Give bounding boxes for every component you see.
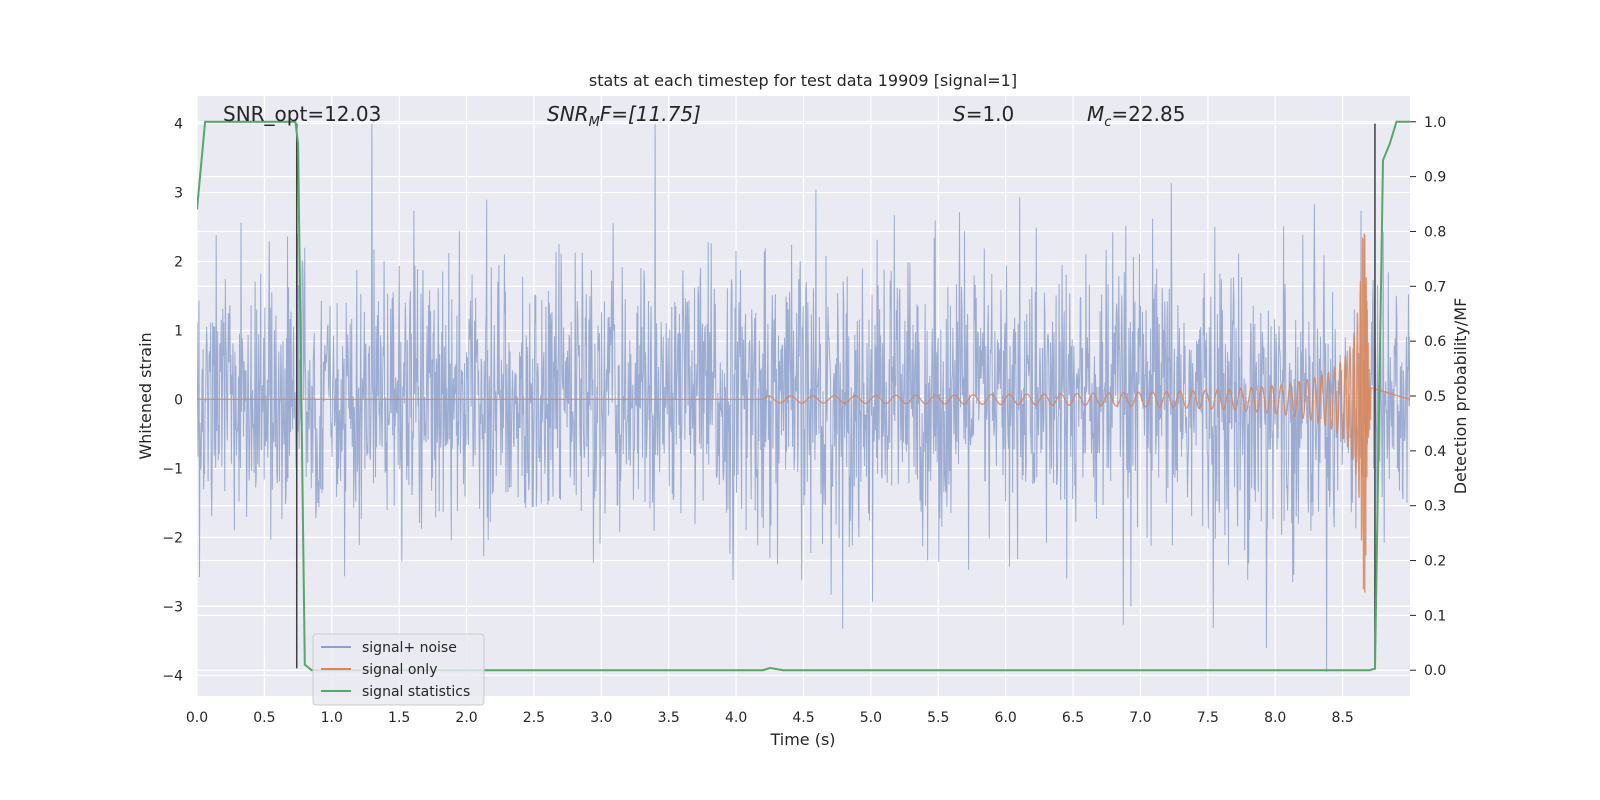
y-left-tick-label: −2 (162, 530, 183, 546)
x-tick-label: 5.5 (927, 710, 949, 726)
y-axis-right-ticks: 0.0 0.1 0.2 0.3 0.4 0.5 0.6 0.7 0.8 0.9 1.0 (1410, 115, 1446, 679)
x-tick-label: 2.5 (523, 710, 545, 726)
legend-label-signal-only: signal only (362, 662, 437, 678)
y-right-tick-label: 0.9 (1424, 170, 1446, 186)
x-tick-label: 0.0 (186, 710, 208, 726)
y-right-tick-label: 0.4 (1424, 444, 1446, 460)
x-tick-label: 4.0 (725, 710, 747, 726)
y-left-tick-label: −4 (162, 668, 183, 684)
x-axis-label: Time (s) (769, 730, 835, 749)
y-left-tick-label: −3 (162, 599, 183, 615)
y-left-tick-label: 2 (174, 255, 183, 271)
x-tick-label: 3.0 (590, 710, 612, 726)
x-tick-label: 7.5 (1197, 710, 1219, 726)
y-axis-left-label: Whitened strain (136, 332, 155, 459)
vertical-markers (295, 123, 1376, 669)
chart-title: stats at each timestep for test data 199… (589, 71, 1017, 90)
x-axis-ticks: 0.0 0.5 1.0 1.5 2.0 2.5 3.0 3.5 4.0 4.5 5.0 5.5 6.0 6… (186, 710, 1354, 726)
annotation-s: S=1.0 (953, 102, 1014, 126)
y-right-tick-label: 1.0 (1424, 115, 1446, 131)
y-right-tick-label: 0.3 (1424, 499, 1446, 515)
y-right-tick-label: 0.1 (1424, 608, 1446, 624)
x-tick-label: 5.0 (860, 710, 882, 726)
series-signal-statistics (197, 120, 1410, 672)
x-tick-label: 2.0 (455, 710, 477, 726)
y-right-tick-label: 0.0 (1424, 663, 1446, 679)
annotation-mc: Mc=22.85 (1087, 102, 1185, 130)
line-signal-statistics (197, 120, 1410, 672)
y-right-tick-label: 0.5 (1424, 389, 1446, 405)
y-right-tick-label: 0.8 (1424, 224, 1446, 240)
legend: signal+ noise signal only signal statist… (312, 633, 485, 706)
x-tick-label: 3.5 (658, 710, 680, 726)
line-signal-only (197, 233, 1410, 593)
series-signal-plus-noise (197, 123, 1410, 672)
legend-label-signal-plus-noise: signal+ noise (362, 640, 457, 656)
x-tick-label: 7.0 (1129, 710, 1151, 726)
y-left-tick-label: −1 (162, 461, 183, 477)
annotation-snr-opt: SNR_opt=12.03 (223, 102, 381, 126)
line-signal-plus-noise (197, 123, 1410, 672)
x-tick-label: 0.5 (253, 710, 275, 726)
y-left-tick-label: 1 (174, 323, 183, 339)
x-tick-label: 6.0 (995, 710, 1017, 726)
x-tick-label: 4.5 (792, 710, 814, 726)
y-left-tick-label: 4 (174, 117, 183, 133)
y-right-tick-label: 0.2 (1424, 554, 1446, 570)
series-signal-only (197, 233, 1410, 593)
y-left-tick-label: 3 (174, 186, 183, 202)
y-left-tick-label: 0 (174, 392, 183, 408)
x-tick-label: 1.0 (321, 710, 343, 726)
y-axis-left-ticks: −4 −3 −2 −1 0 1 2 3 4 (162, 117, 183, 685)
y-right-tick-label: 0.7 (1424, 279, 1446, 295)
y-axis-right-label: Detection probability/MF (1451, 298, 1470, 495)
annotation-snr-mf: SNRMF=[11.75] (547, 102, 701, 130)
x-tick-label: 6.5 (1062, 710, 1084, 726)
y-right-tick-label: 0.6 (1424, 334, 1446, 350)
legend-label-signal-statistics: signal statistics (362, 684, 470, 700)
x-tick-label: 1.5 (388, 710, 410, 726)
legend-box (312, 633, 485, 706)
x-tick-label: 8.0 (1264, 710, 1286, 726)
x-tick-label: 8.5 (1331, 710, 1353, 726)
